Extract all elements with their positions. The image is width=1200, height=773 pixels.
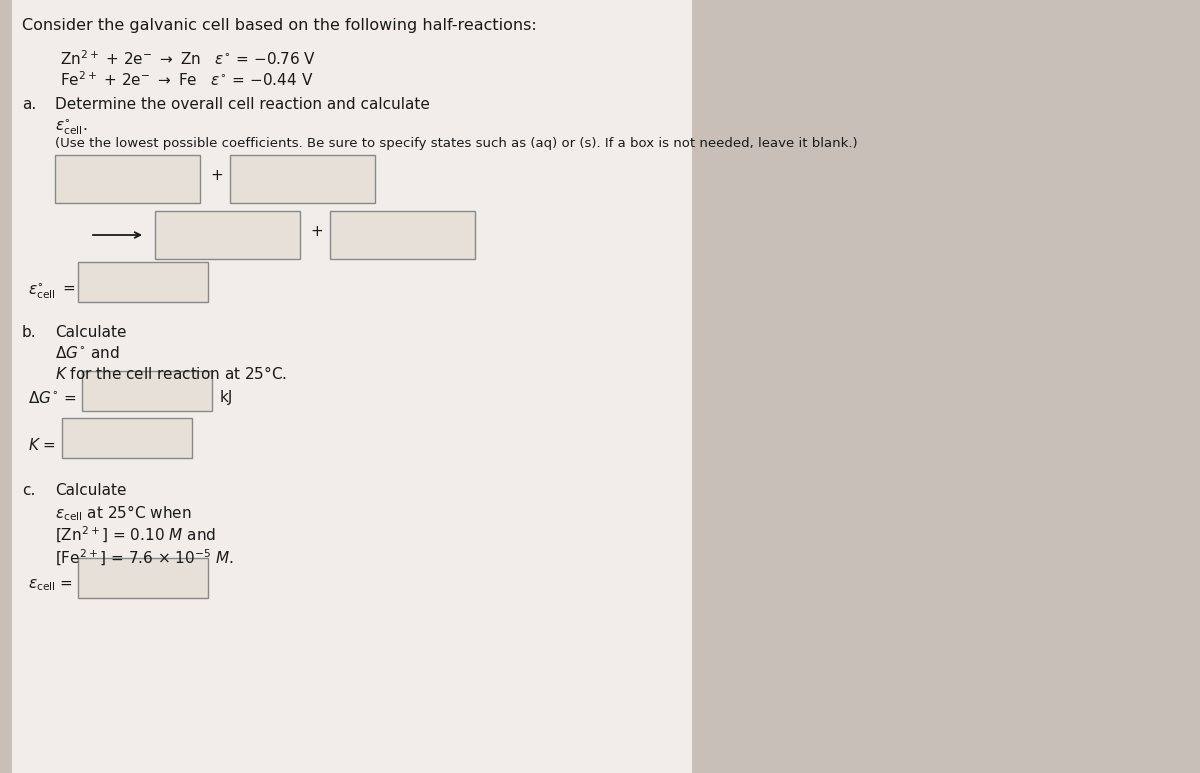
Text: =: = [62,281,74,296]
Text: Fe$^{2+}$ + 2e$^{-}$ $\rightarrow$ Fe   $\varepsilon^{\circ}$ = $-$0.44 V: Fe$^{2+}$ + 2e$^{-}$ $\rightarrow$ Fe $\… [60,70,313,89]
Text: (Use the lowest possible coefficients. Be sure to specify states such as (aq) or: (Use the lowest possible coefficients. B… [55,137,858,150]
Text: $\varepsilon_{\rm cell}$ =: $\varepsilon_{\rm cell}$ = [28,577,73,593]
Text: kJ: kJ [220,390,233,405]
Text: $K$ for the cell reaction at 25°C.: $K$ for the cell reaction at 25°C. [55,365,287,382]
Text: $\left[\mathrm{Zn}^{2+}\right]$ = 0.10 $M$ and: $\left[\mathrm{Zn}^{2+}\right]$ = 0.10 $… [55,525,216,545]
Bar [82,371,212,411]
Bar [12,0,692,773]
Bar [230,155,374,203]
Text: Calculate: Calculate [55,483,126,498]
Bar [55,155,200,203]
Text: Calculate: Calculate [55,325,126,340]
Bar [78,262,208,302]
Text: $\varepsilon_{\rm cell}$ at 25°C when: $\varepsilon_{\rm cell}$ at 25°C when [55,503,192,523]
Text: Determine the overall cell reaction and calculate: Determine the overall cell reaction and … [55,97,430,112]
Bar [78,558,208,598]
Text: $\left[\mathrm{Fe}^{2+}\right]$ = 7.6 $\times$ 10$^{-5}$ $M$.: $\left[\mathrm{Fe}^{2+}\right]$ = 7.6 $\… [55,548,234,568]
Bar [155,211,300,259]
Bar [330,211,475,259]
Text: $K$ =: $K$ = [28,437,56,453]
Text: Consider the galvanic cell based on the following half-reactions:: Consider the galvanic cell based on the … [22,18,536,33]
Text: c.: c. [22,483,35,498]
Text: $\Delta G^{\circ}$ =: $\Delta G^{\circ}$ = [28,390,77,406]
Text: $\Delta G^{\circ}$ and: $\Delta G^{\circ}$ and [55,345,120,361]
Text: $\varepsilon^{\circ}_{\rm cell}$: $\varepsilon^{\circ}_{\rm cell}$ [28,281,55,301]
Text: +: + [210,168,223,182]
Text: a.: a. [22,97,36,112]
Text: Zn$^{2+}$ + 2e$^{-}$ $\rightarrow$ Zn   $\varepsilon^{\circ}$ = $-$0.76 V: Zn$^{2+}$ + 2e$^{-}$ $\rightarrow$ Zn $\… [60,49,316,68]
Text: b.: b. [22,325,37,340]
Text: +: + [310,223,323,239]
Text: $\varepsilon^{\circ}_{\rm cell}$.: $\varepsilon^{\circ}_{\rm cell}$. [55,117,88,137]
Bar [62,418,192,458]
